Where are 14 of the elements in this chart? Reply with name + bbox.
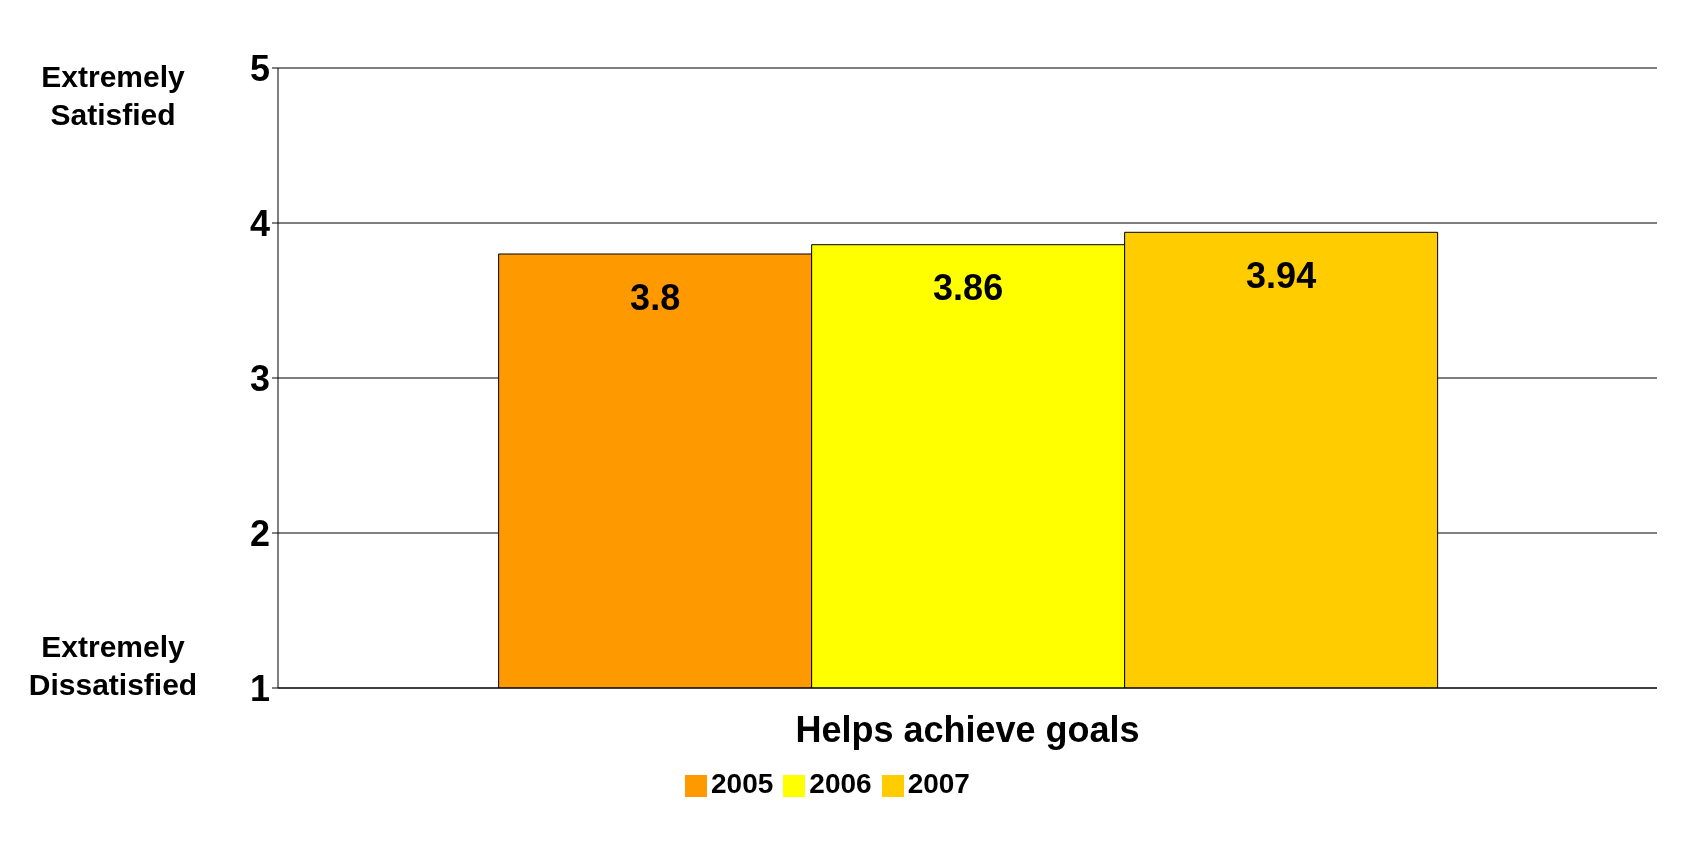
y-tick-label: 5 (249, 47, 270, 89)
legend-label: 2005 (711, 768, 774, 799)
y-tick-label: 1 (249, 667, 270, 709)
legend-label: 2007 (907, 768, 970, 799)
y-tick-label: 2 (249, 512, 270, 554)
legend-label: 2006 (809, 768, 872, 799)
x-tick-label: Helps achieve goals (795, 708, 1140, 750)
text: Extremely Dissatisfied (27, 629, 199, 703)
y-tick-label: 4 (249, 202, 270, 244)
y-tick-label: 3 (249, 357, 270, 399)
data-label: 3.86 (933, 267, 1004, 309)
text: Extremely Satisfied (40, 59, 186, 133)
data-label: 3.94 (1246, 254, 1317, 296)
data-label: 3.8 (630, 276, 681, 318)
